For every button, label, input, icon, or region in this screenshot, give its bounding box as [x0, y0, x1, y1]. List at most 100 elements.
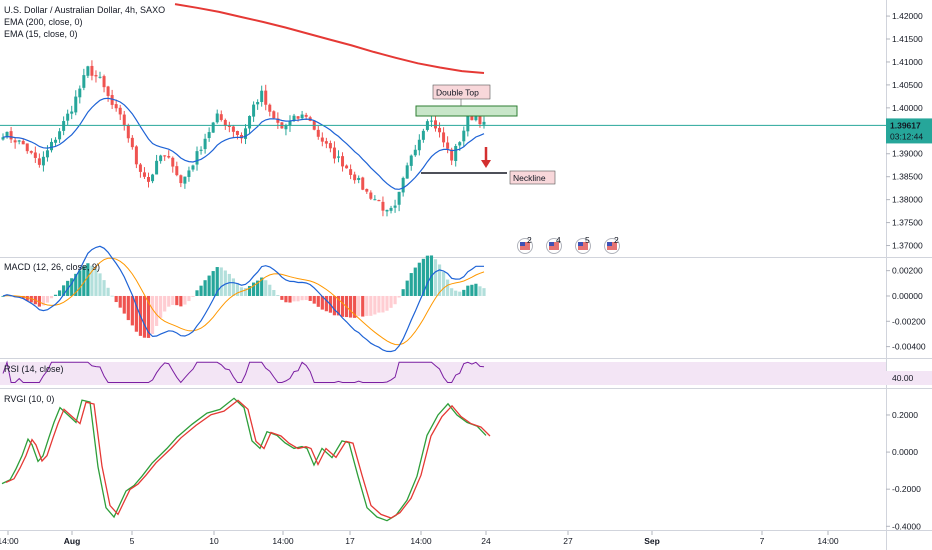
- macd-bar: [199, 285, 203, 296]
- macd-bar: [171, 295, 175, 305]
- macd-signal-line: [2, 257, 485, 346]
- candle-body: [292, 115, 296, 121]
- candle-body: [5, 131, 9, 137]
- macd-bar: [235, 282, 240, 296]
- time-tick-label: Aug: [64, 536, 81, 546]
- macd-bar: [397, 295, 401, 298]
- macd-tick-label: -0.00200: [892, 316, 926, 326]
- price-tick-label: 1.41000: [892, 57, 923, 67]
- macd-bar: [21, 295, 25, 299]
- macd-bar: [446, 279, 450, 296]
- time-tick-label: 14:00: [0, 536, 19, 546]
- macd-bar: [247, 286, 252, 296]
- macd-bar: [336, 295, 341, 316]
- time-tick-label: 14:00: [410, 536, 432, 546]
- macd-bar: [163, 295, 167, 312]
- macd-bar: [264, 280, 268, 296]
- macd-bar: [462, 289, 466, 296]
- candle-body: [409, 155, 413, 166]
- macd-bar: [454, 290, 458, 296]
- candle-body: [320, 137, 324, 142]
- macd-bar: [308, 295, 312, 301]
- candle-body: [446, 142, 450, 149]
- candle-body: [98, 76, 102, 78]
- current-price-badge: [886, 118, 932, 144]
- candle-body: [393, 205, 397, 208]
- candle-body: [163, 155, 167, 157]
- current-price-value: 1.39617: [890, 120, 921, 130]
- macd-bar: [441, 271, 446, 296]
- price-tick-label: 1.37000: [892, 241, 923, 251]
- rsi-band: [0, 362, 886, 385]
- macd-bar: [94, 269, 98, 296]
- macd-bar: [102, 280, 106, 296]
- candle-body: [316, 129, 320, 137]
- price-tick-label: 1.41500: [892, 34, 923, 44]
- macd-tick-label: 0.00200: [892, 266, 923, 276]
- candle-body: [74, 96, 78, 113]
- candle-body: [142, 172, 146, 177]
- macd-bar: [320, 295, 324, 310]
- macd-bar: [369, 295, 373, 316]
- candle-body: [442, 132, 446, 143]
- candle-body: [300, 114, 304, 119]
- candle-body: [389, 207, 393, 211]
- macd-bar: [86, 263, 90, 296]
- candle-body: [377, 199, 381, 202]
- candle-body: [438, 127, 442, 133]
- macd-bar: [45, 295, 50, 303]
- candle-body: [147, 177, 151, 182]
- candle-body: [401, 177, 405, 193]
- macd-bar: [37, 295, 41, 307]
- rvgi-tick-label: -0.2000: [892, 484, 921, 494]
- macd-bar: [142, 295, 147, 338]
- macd-bar: [62, 285, 66, 296]
- macd-tick-label: -0.00400: [892, 342, 926, 352]
- macd-bar: [130, 295, 134, 326]
- macd-bar: [405, 280, 409, 296]
- rsi-tick-label: 40.00: [892, 373, 914, 383]
- candle-body: [130, 137, 134, 148]
- candle-body: [102, 76, 106, 88]
- rvgi-tick-label: 0.0000: [892, 447, 918, 457]
- candle-body: [58, 131, 62, 140]
- candle-body: [284, 125, 288, 130]
- macd-bar: [272, 290, 276, 296]
- candle-body: [227, 125, 231, 127]
- flag-canton: [578, 242, 583, 246]
- candle-body: [260, 90, 264, 102]
- macd-bar: [146, 295, 151, 338]
- candle-body: [478, 115, 482, 125]
- candle-body: [345, 165, 349, 169]
- candle-body: [252, 104, 256, 117]
- macd-bar: [353, 295, 357, 318]
- candle-body: [50, 141, 54, 151]
- macd-bar: [179, 295, 183, 307]
- ema15-legend: EMA (15, close, 0): [4, 29, 78, 39]
- price-tick-label: 1.38500: [892, 172, 923, 182]
- candle-body: [86, 66, 90, 76]
- macd-bar: [90, 265, 94, 296]
- macd-bar: [401, 289, 405, 296]
- candle-body: [341, 156, 345, 167]
- macd-bar: [150, 295, 155, 334]
- macd-bar: [349, 295, 353, 318]
- candle-body: [9, 131, 13, 140]
- candle-body: [357, 177, 361, 180]
- candle-body: [405, 165, 409, 179]
- candle-body: [203, 138, 207, 150]
- candle-body: [171, 157, 175, 167]
- macd-bar: [57, 290, 62, 296]
- candle-body: [454, 145, 458, 161]
- macd-bar: [110, 295, 114, 297]
- macd-bar: [243, 288, 248, 296]
- candle-body: [114, 104, 118, 109]
- ema200-line: [174, 3, 485, 74]
- down-arrow-head: [481, 160, 491, 168]
- macd-bar: [219, 267, 223, 296]
- time-tick-label: 7: [760, 536, 765, 546]
- candle-body: [276, 118, 280, 123]
- macd-bar: [458, 291, 462, 296]
